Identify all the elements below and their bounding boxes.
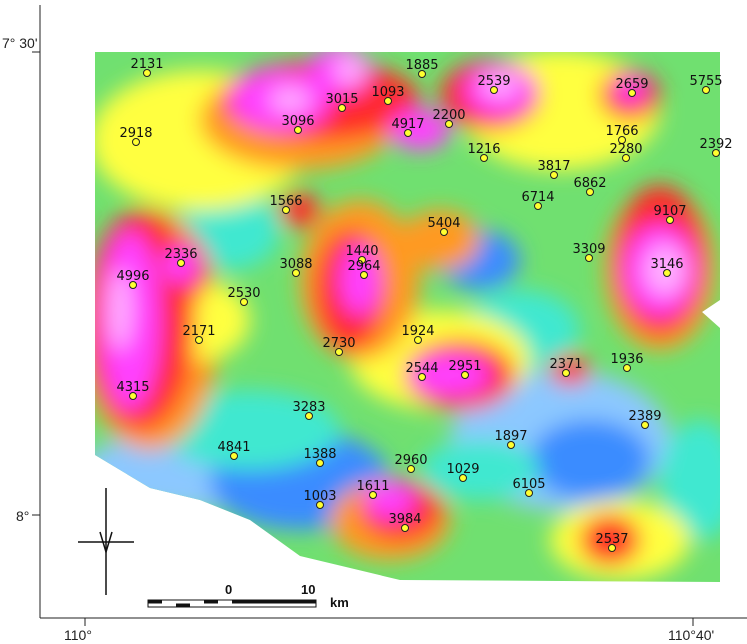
- lat-label: 8°: [16, 508, 29, 524]
- point-label: 1003: [303, 489, 336, 504]
- point-label: 2171: [182, 324, 215, 339]
- point-label: 6105: [512, 477, 545, 492]
- point-label: 1566: [269, 194, 302, 209]
- point-label: 1093: [371, 85, 404, 100]
- point-label: 1936: [610, 352, 643, 367]
- point-label: 1029: [446, 462, 479, 477]
- point-label: 2537: [595, 532, 628, 547]
- point-label: 6862: [573, 176, 606, 191]
- point-label: 1216: [467, 142, 500, 157]
- heat-blob: [270, 88, 310, 112]
- point-label: 2371: [549, 357, 582, 372]
- lon-label: 110°40': [668, 627, 714, 643]
- point-label: 1897: [494, 429, 527, 444]
- point-label: 2544: [405, 361, 438, 376]
- point-label: 1611: [356, 479, 389, 494]
- point-label: 2530: [227, 286, 260, 301]
- map: 7° 30' 8° 110° 110°40' 0 10 km 2131 1885 2…: [0, 0, 747, 644]
- point-label: 2960: [394, 453, 427, 468]
- point-label: 1440: [345, 244, 378, 259]
- point-label: 2280: [609, 142, 642, 157]
- heat-blob: [335, 56, 365, 84]
- lat-label: 7° 30': [2, 35, 38, 51]
- point-label: 2200: [432, 108, 465, 123]
- point-label: 2964: [347, 259, 380, 274]
- point-label: 9107: [653, 204, 686, 219]
- heat-blob: [530, 420, 650, 500]
- point-label: 3984: [388, 512, 421, 527]
- point-label: 2336: [164, 247, 197, 262]
- point-label: 4917: [391, 117, 424, 132]
- point-label: 3146: [650, 257, 683, 272]
- point-label: 2918: [119, 126, 152, 141]
- point-label: 2951: [448, 359, 481, 374]
- point-label: 1885: [405, 58, 438, 73]
- point-label: 2730: [322, 336, 355, 351]
- point-label: 4315: [116, 380, 149, 395]
- point-label: 3283: [292, 400, 325, 415]
- point-label: 6714: [521, 190, 554, 205]
- scale-label: 10: [301, 582, 315, 597]
- point-label: 5755: [689, 74, 722, 89]
- point-label: 3096: [281, 114, 314, 129]
- point-label: 4996: [116, 269, 149, 284]
- north-arrow: [78, 488, 134, 595]
- scale-label: 0: [225, 582, 232, 597]
- point-label: 3088: [279, 257, 312, 272]
- point-label: 3309: [572, 242, 605, 257]
- point-label: 1388: [303, 447, 336, 462]
- lon-label: 110°: [64, 627, 92, 643]
- point-label: 2539: [477, 74, 510, 89]
- scale-bar: [148, 600, 316, 607]
- point-label: 1924: [401, 324, 434, 339]
- point-label: 4841: [217, 440, 250, 455]
- scale-label: km: [330, 595, 349, 610]
- point-label: 3817: [537, 159, 570, 174]
- point-label: 1766: [605, 124, 638, 139]
- point-label: 2131: [130, 57, 163, 72]
- point-label: 5404: [427, 216, 460, 231]
- point-label: 3015: [325, 92, 358, 107]
- point-label: 2392: [699, 137, 732, 152]
- point-label: 2389: [628, 409, 661, 424]
- point-label: 2659: [615, 77, 648, 92]
